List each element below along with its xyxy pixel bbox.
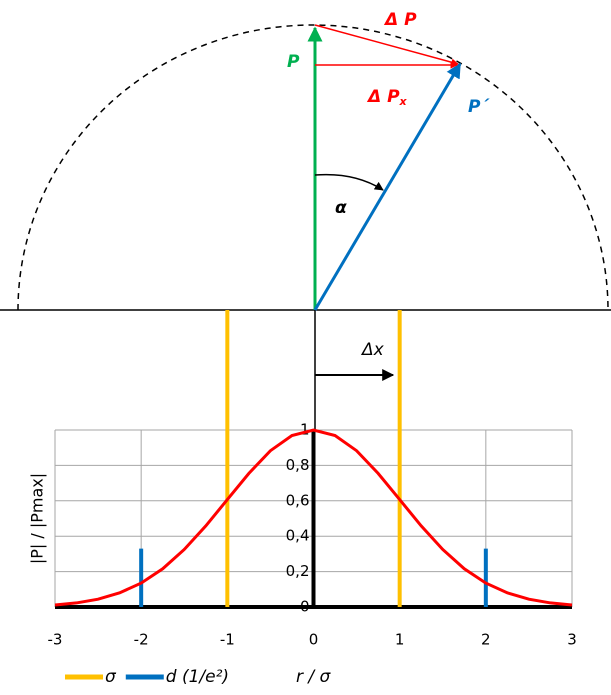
y-tick-label: 1 [300,421,310,439]
x-axis-label: r / σ [296,667,332,687]
y-axis-label: |P| / |Pmax| [28,473,47,564]
label-main: Δ P [366,87,400,107]
x-tick-label: -3 [48,631,63,649]
y-tick-label: 0,4 [286,527,310,545]
angle-arc [314,173,384,191]
y-tick-label: 0 [300,598,310,616]
legend-label: σ [105,667,117,687]
x-tick-label: 2 [481,631,491,649]
label-sub: x [399,95,408,108]
label-p: P [287,52,300,72]
diagram: P Δ P Δ Px P´ α Δx [0,10,611,430]
label-delta-px: Δ Px [366,87,408,108]
x-tick-label: 1 [395,631,405,649]
semicircle [17,24,609,311]
x-tick-label: -2 [134,631,149,649]
curve [54,428,573,607]
y-tick-label: 0,2 [286,562,310,580]
x-tick-label: 0 [309,631,319,649]
chart: -3 -2 -1 0 1 2 3 0 0,2 0,4 0,6 0,8 1 |P| / |Pmax| r / … [28,310,577,687]
x-tick-label: -1 [220,631,235,649]
legend-label: d (1/e²) [166,667,229,687]
y-tick-label: 0,6 [286,491,310,509]
x-tick-label: 3 [567,631,577,649]
y-tick-label: 0,8 [286,456,310,474]
label-p-prime: P´ [468,97,490,117]
label-delta-x: Δx [360,340,385,360]
label-delta-p: Δ P [383,10,417,30]
vector-p-prime [313,62,462,311]
vector-delta-p [314,24,459,66]
label-alpha: α [335,198,347,218]
